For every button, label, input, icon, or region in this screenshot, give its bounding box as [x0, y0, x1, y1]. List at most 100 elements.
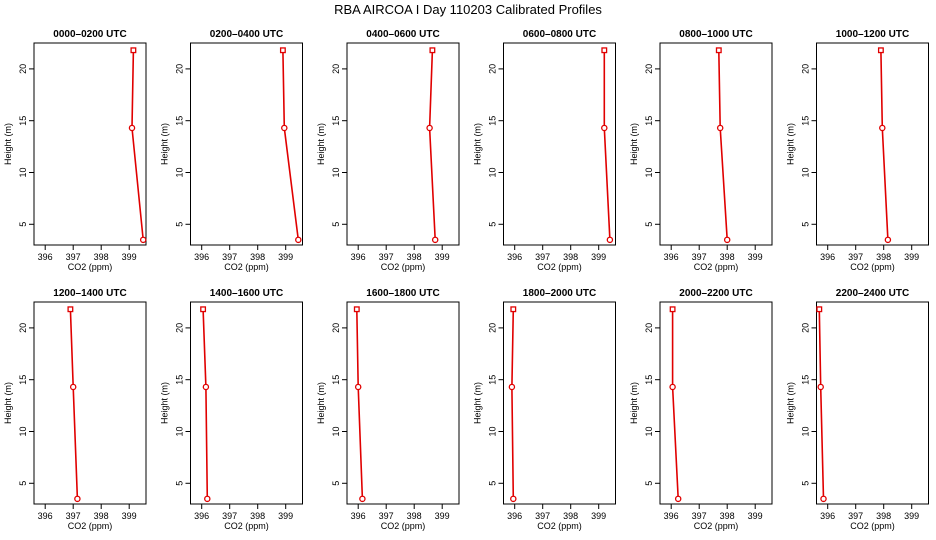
data-point — [674, 495, 682, 503]
plot-frame — [190, 301, 303, 505]
y-tick-label: 20 — [18, 64, 28, 74]
x-tick-label: 398 — [563, 511, 578, 521]
y-tick-label: 5 — [331, 222, 341, 227]
data-point — [354, 383, 362, 391]
x-tick-label: 397 — [66, 252, 81, 262]
x-tick-label: 399 — [904, 511, 919, 521]
y-axis-label: Height (m) — [3, 123, 13, 165]
data-point — [601, 124, 608, 132]
data-point — [279, 47, 286, 54]
x-tick-label: 396 — [664, 511, 679, 521]
profile-line — [718, 50, 728, 240]
x-axis-label: CO2 (ppm) — [68, 521, 113, 531]
y-tick-label: 15 — [644, 116, 654, 126]
y-tick-label: 10 — [331, 167, 341, 177]
data-point — [200, 306, 207, 313]
x-tick-label: 399 — [278, 511, 293, 521]
y-tick-label: 10 — [175, 426, 185, 436]
plot-frame — [816, 301, 929, 505]
plot-frame — [33, 301, 147, 505]
x-tick-label: 399 — [591, 511, 606, 521]
y-axis-label: Height (m) — [160, 123, 170, 165]
panel: 2200–2400 UTC 396 397 398 399 5 10 15 20 CO2 (ppm… — [786, 288, 929, 531]
data-point — [426, 124, 433, 132]
panel: 0400–0600 UTC 396 397 398 399 5 10 15 20 CO2 (ppm… — [316, 29, 460, 272]
x-tick-label: 397 — [535, 252, 550, 262]
x-axis-label: CO2 (ppm) — [68, 262, 113, 272]
x-tick-label: 396 — [351, 511, 366, 521]
y-tick-label: 15 — [331, 375, 341, 385]
x-tick-label: 398 — [94, 511, 109, 521]
x-tick-label: 396 — [664, 252, 679, 262]
x-tick-label: 396 — [194, 511, 209, 521]
data-point — [204, 495, 211, 503]
x-tick-label: 398 — [250, 252, 265, 262]
panel-title: 2000–2200 UTC — [679, 288, 752, 299]
plot-frame — [659, 301, 773, 505]
x-tick-label: 399 — [435, 511, 450, 521]
y-tick-label: 20 — [175, 323, 185, 333]
y-tick-label: 10 — [18, 167, 28, 177]
panel: 1800–2000 UTC 396 397 398 399 5 10 15 20 CO2 (ppm… — [473, 288, 616, 531]
x-tick-label: 396 — [351, 252, 366, 262]
x-axis-label: CO2 (ppm) — [381, 521, 426, 531]
x-tick-label: 398 — [720, 511, 735, 521]
plot-frame — [346, 42, 460, 246]
profile-line — [671, 309, 679, 499]
y-tick-label: 15 — [18, 116, 28, 126]
x-tick-label: 396 — [820, 511, 835, 521]
y-axis-label: Height (m) — [629, 382, 639, 424]
y-tick-label: 10 — [18, 426, 28, 436]
y-tick-label: 15 — [801, 375, 811, 385]
x-axis-label: CO2 (ppm) — [224, 521, 269, 531]
y-tick-label: 10 — [488, 167, 498, 177]
data-point — [69, 383, 77, 391]
x-tick-label: 399 — [122, 252, 137, 262]
panel-title: 0200–0400 UTC — [210, 29, 283, 40]
x-tick-label: 398 — [407, 252, 422, 262]
data-point — [669, 383, 676, 391]
profile-line — [818, 309, 825, 499]
y-tick-label: 10 — [801, 426, 811, 436]
y-tick-label: 10 — [644, 426, 654, 436]
y-tick-label: 5 — [801, 222, 811, 227]
x-tick-label: 396 — [507, 511, 522, 521]
y-tick-label: 5 — [644, 222, 654, 227]
x-tick-label: 397 — [535, 511, 550, 521]
data-point — [606, 236, 614, 244]
data-point — [669, 306, 676, 313]
panel: 1400–1600 UTC 396 397 398 399 5 10 15 20 CO2 (ppm… — [160, 288, 303, 531]
x-tick-label: 398 — [407, 511, 422, 521]
data-point — [67, 306, 74, 313]
data-point — [429, 47, 436, 54]
y-tick-label: 10 — [175, 167, 185, 177]
data-point — [139, 236, 147, 244]
profile-line — [603, 50, 611, 240]
panel: 1600–1800 UTC 396 397 398 399 5 10 15 20 CO2 (ppm… — [316, 288, 460, 531]
y-tick-label: 5 — [175, 222, 185, 227]
x-tick-label: 399 — [278, 252, 293, 262]
data-point — [359, 495, 366, 503]
profile-line — [511, 309, 515, 499]
panel: 0600–0800 UTC 396 397 398 399 5 10 15 20 CO2 (ppm… — [473, 29, 616, 272]
profile-line — [202, 309, 209, 499]
data-point — [128, 124, 136, 132]
y-tick-label: 10 — [331, 426, 341, 436]
x-tick-label: 398 — [250, 511, 265, 521]
x-axis-label: CO2 (ppm) — [537, 262, 582, 272]
profile-line — [69, 309, 79, 499]
panel-title: 2200–2400 UTC — [836, 288, 909, 299]
panel: 1000–1200 UTC 396 397 398 399 5 10 15 20 CO2 (ppm… — [786, 29, 929, 272]
profile-line — [880, 50, 889, 240]
x-tick-label: 397 — [848, 511, 863, 521]
x-tick-label: 397 — [848, 252, 863, 262]
data-point — [202, 383, 210, 391]
panel-title: 0000–0200 UTC — [53, 29, 126, 40]
panel: 0800–1000 UTC 396 397 398 399 5 10 15 20 CO2 (ppm… — [629, 29, 773, 272]
y-tick-label: 10 — [644, 167, 654, 177]
y-tick-label: 5 — [488, 222, 498, 227]
x-axis-label: CO2 (ppm) — [694, 262, 739, 272]
data-point — [723, 236, 731, 244]
y-axis-label: Height (m) — [629, 123, 639, 165]
